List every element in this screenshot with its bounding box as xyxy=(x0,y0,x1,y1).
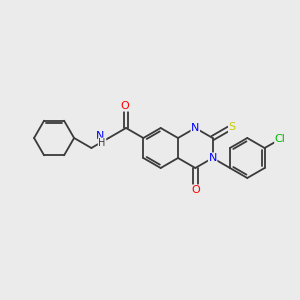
Text: S: S xyxy=(229,122,236,133)
Text: N: N xyxy=(96,131,105,141)
Text: N: N xyxy=(191,123,200,133)
Text: O: O xyxy=(191,185,200,195)
Text: H: H xyxy=(98,138,106,148)
Text: O: O xyxy=(121,101,129,111)
Text: Cl: Cl xyxy=(275,134,286,144)
Text: N: N xyxy=(208,153,217,163)
